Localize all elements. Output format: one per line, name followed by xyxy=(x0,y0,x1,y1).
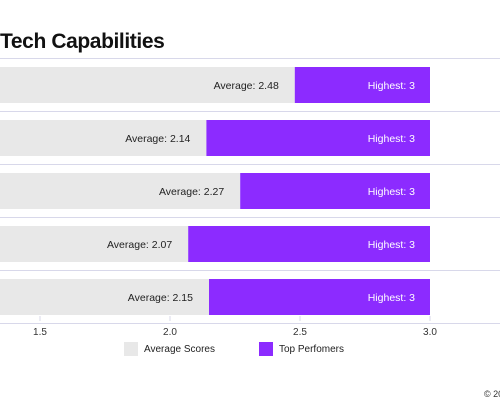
x-tick-label: 1.5 xyxy=(33,327,47,338)
highest-value-label: Highest: 3 xyxy=(368,80,415,92)
legend-item-top: Top Perfomers xyxy=(258,342,344,356)
average-bar xyxy=(0,173,241,209)
legend: Average Scores Top Perfomers xyxy=(124,342,344,356)
average-bar xyxy=(0,226,189,262)
top-performer-bar xyxy=(240,173,430,209)
average-bar xyxy=(0,279,209,315)
top-performer-bar xyxy=(294,67,430,103)
average-bar xyxy=(0,120,207,156)
x-tick-label: 3.0 xyxy=(423,327,437,338)
x-tick-label: 2.0 xyxy=(163,327,177,338)
legend-label-average: Average Scores xyxy=(144,343,215,355)
highest-value-label: Highest: 3 xyxy=(368,292,415,304)
highest-value-label: Highest: 3 xyxy=(368,186,415,198)
top-performer-bar xyxy=(206,120,430,156)
legend-item-average: Average Scores xyxy=(124,342,215,356)
top-performer-bar xyxy=(209,279,430,315)
x-tick-label: 2.5 xyxy=(293,327,307,338)
average-value-label: Average: 2.27 xyxy=(159,186,224,198)
top-performer-bar xyxy=(188,226,430,262)
legend-swatch-top xyxy=(258,342,273,356)
legend-swatch-average xyxy=(124,342,138,356)
copyright-text: © 20 xyxy=(484,389,500,399)
average-value-label: Average: 2.48 xyxy=(214,80,279,92)
average-value-label: Average: 2.15 xyxy=(128,292,193,304)
average-value-label: Average: 2.14 xyxy=(125,133,190,145)
average-bar xyxy=(0,67,295,103)
highest-value-label: Highest: 3 xyxy=(368,133,415,145)
legend-label-top: Top Perfomers xyxy=(278,343,344,355)
highest-value-label: Highest: 3 xyxy=(368,239,415,251)
chart-title: : Tech Capabilities xyxy=(0,30,165,53)
average-value-label: Average: 2.07 xyxy=(107,239,172,251)
